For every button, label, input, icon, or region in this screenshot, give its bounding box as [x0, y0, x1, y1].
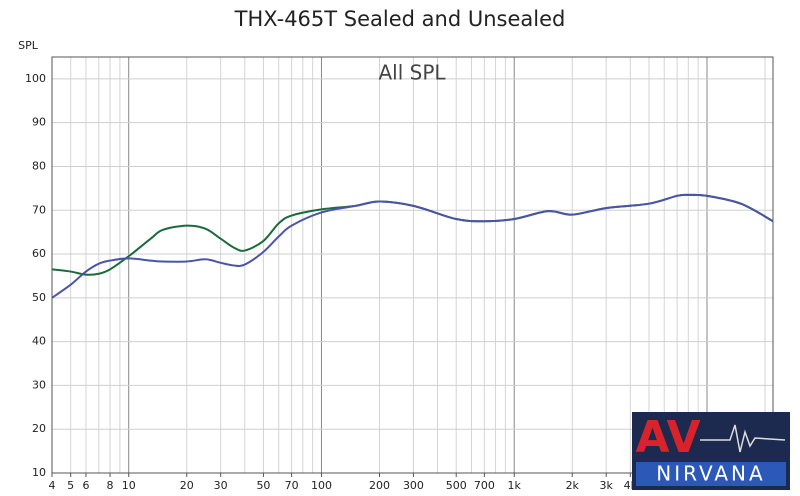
x-tick-label: 4 [49, 479, 56, 492]
logo-text: AV [635, 412, 700, 463]
x-tick-label: 70 [285, 479, 299, 492]
plot-background [52, 57, 773, 473]
x-tick-label: 1k [508, 479, 522, 492]
x-tick-label: 2k [566, 479, 580, 492]
logo-band [636, 462, 786, 486]
x-tick-label: 30 [214, 479, 228, 492]
y-tick-label: 20 [32, 422, 46, 435]
logo-wave [700, 424, 786, 453]
y-axis-label: SPL [18, 39, 39, 52]
x-tick-label: 300 [403, 479, 424, 492]
x-tick-label: 5 [67, 479, 74, 492]
y-tick-label: 10 [32, 466, 46, 479]
chart-title: THX-465T Sealed and Unsealed [234, 7, 566, 31]
x-tick-label: 500 [446, 479, 467, 492]
y-tick-label: 70 [32, 203, 46, 216]
y-tick-label: 50 [32, 291, 46, 304]
x-tick-label: 20 [180, 479, 194, 492]
y-tick-label: 100 [25, 72, 46, 85]
y-tick-label: 40 [32, 335, 46, 348]
logo-text: NIRVANA [656, 462, 765, 486]
x-tick-label: 8 [107, 479, 114, 492]
x-tick-label: 3k [600, 479, 614, 492]
y-tick-label: 30 [32, 378, 46, 391]
plot-frame [51, 56, 774, 474]
x-tick-label: 100 [311, 479, 332, 492]
x-tick-label: 10 [122, 479, 136, 492]
series-line [51, 193, 774, 299]
y-tick-label: 60 [32, 247, 46, 260]
annotation: All SPL [378, 61, 446, 85]
x-tick-label: 6 [82, 479, 89, 492]
x-tick-label: 700 [474, 479, 495, 492]
y-tick-label: 80 [32, 159, 46, 172]
x-tick-label: 200 [369, 479, 390, 492]
y-tick-label: 90 [32, 116, 46, 129]
x-tick-label: 50 [256, 479, 270, 492]
